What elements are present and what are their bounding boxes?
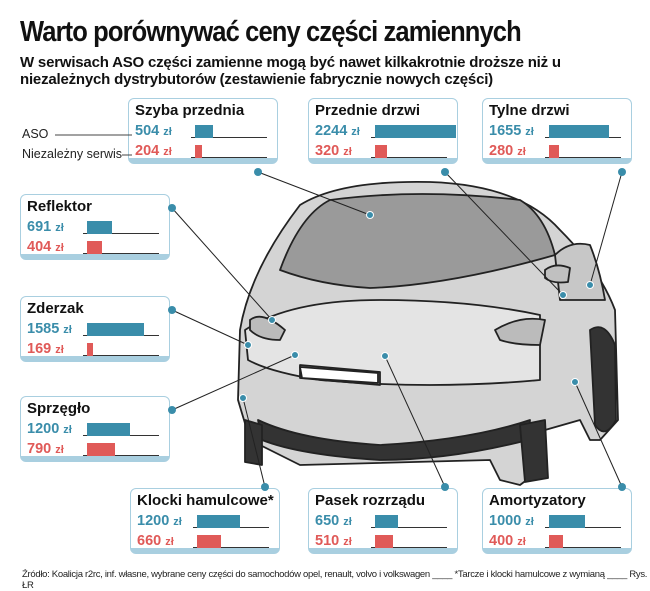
price-value-ns: 510 zł [315,533,352,549]
bar-ns [549,145,560,158]
bar-ns [197,535,221,548]
price-row-aso: 1585 zł [27,319,163,339]
part-box: Szyba przednia 504 zł 204 zł [128,98,278,164]
price-row-aso: 1655 zł [489,121,625,141]
price-value-ns: 790 zł [27,441,64,457]
price-row-ns: 400 zł [489,531,625,551]
part-title: Amortyzatory [489,492,586,509]
bar-ns [375,145,387,158]
part-box: Klocki hamulcowe* 1200 zł 660 zł [130,488,280,554]
price-value-aso: 650 zł [315,513,352,529]
part-box: Przednie drzwi 2244 zł 320 zł [308,98,458,164]
part-box: Zderzak 1585 zł 169 zł [20,296,170,362]
page-title: Warto porównywać ceny części zamiennych [20,16,522,48]
part-box: Tylne drzwi 1655 zł 280 zł [482,98,632,164]
price-value-aso: 1585 zł [27,321,72,337]
price-row-aso: 2244 zł [315,121,456,141]
legend-ns: Niezależny serwis [22,147,123,161]
price-row-aso: 1200 zł [137,511,273,531]
baseline [83,455,159,456]
part-title: Reflektor [27,198,93,215]
subtitle: W serwisach ASO części zamienne mogą być… [20,54,561,88]
bar-aso [375,125,456,138]
price-value-ns: 400 zł [489,533,526,549]
bar-aso [195,125,214,138]
part-title: Przednie drzwi [315,102,421,119]
source-footer: Źródło: Koalicja r2rc, inf. własne, wybr… [22,569,648,591]
bar-aso [87,221,112,234]
bar-ns [87,241,102,254]
part-box: Amortyzatory 1000 zł 400 zł [482,488,632,554]
price-value-aso: 1200 zł [137,513,182,529]
price-row-ns: 404 zł [27,237,163,257]
bar-aso [87,423,131,436]
part-box: Reflektor 691 zł 404 zł [20,194,170,260]
bar-aso [87,323,145,336]
bar-aso [375,515,399,528]
price-row-ns: 660 zł [137,531,273,551]
price-value-ns: 320 zł [315,143,352,159]
bar-ns [375,535,394,548]
bar-aso [549,515,585,528]
price-row-aso: 650 zł [315,511,451,531]
price-value-aso: 504 zł [135,123,172,139]
price-row-aso: 504 zł [135,121,271,141]
baseline [83,253,159,254]
baseline [191,157,267,158]
price-row-ns: 204 zł [135,141,271,161]
bar-ns [87,343,94,356]
price-row-ns: 169 zł [27,339,163,359]
bar-ns [549,535,564,548]
price-value-aso: 1200 zł [27,421,72,437]
price-value-aso: 1000 zł [489,513,534,529]
baseline [545,157,621,158]
part-title: Szyba przednia [135,102,245,119]
bar-ns [87,443,116,456]
part-box: Sprzęgło 1200 zł 790 zł [20,396,170,462]
part-title: Pasek rozrządu [315,492,426,509]
legend-aso: ASO [22,127,49,141]
price-value-aso: 2244 zł [315,123,360,139]
price-value-aso: 1655 zł [489,123,534,139]
price-row-aso: 1200 zł [27,419,163,439]
price-row-ns: 510 zł [315,531,451,551]
baseline [545,547,621,548]
price-value-ns: 169 zł [27,341,64,357]
baseline [193,547,269,548]
price-value-ns: 204 zł [135,143,172,159]
price-row-aso: 691 zł [27,217,163,237]
baseline [191,137,267,138]
part-title: Zderzak [27,300,84,317]
bar-aso [549,125,609,138]
baseline [371,547,447,548]
price-value-ns: 404 zł [27,239,64,255]
bar-ns [195,145,203,158]
price-row-ns: 280 zł [489,141,625,161]
price-value-ns: 280 zł [489,143,526,159]
part-title: Klocki hamulcowe* [137,492,274,509]
price-row-aso: 1000 zł [489,511,625,531]
baseline [371,157,447,158]
price-value-ns: 660 zł [137,533,174,549]
baseline [83,233,159,234]
part-title: Sprzęgło [27,400,91,417]
price-value-aso: 691 zł [27,219,64,235]
price-row-ns: 790 zł [27,439,163,459]
part-title: Tylne drzwi [489,102,570,119]
part-box: Pasek rozrządu 650 zł 510 zł [308,488,458,554]
baseline [83,355,159,356]
baseline [371,527,447,528]
bar-aso [197,515,241,528]
price-row-ns: 320 zł [315,141,451,161]
